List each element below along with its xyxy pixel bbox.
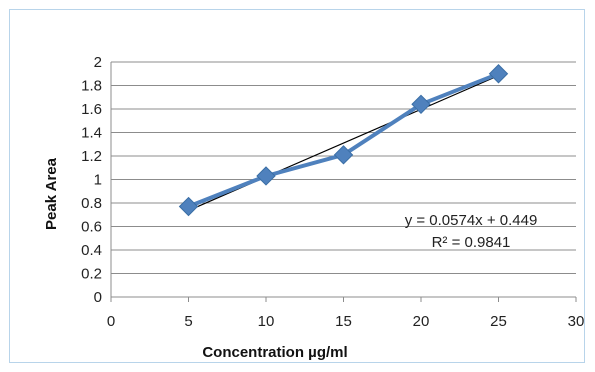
chart-frame: 0 0.2 0.4 0.6 0.8 1 1.2 1.4 1.6 1.8 2 0 5 10 15 20 25 30… bbox=[9, 9, 585, 363]
axes bbox=[110, 62, 577, 302]
y-tick-label: 1.6 bbox=[81, 101, 102, 118]
x-tick-label: 20 bbox=[413, 313, 430, 330]
trendline-equation: y = 0.0574x + 0.449 bbox=[405, 212, 538, 229]
y-tick-label: 0.2 bbox=[81, 266, 102, 283]
series-group bbox=[178, 64, 509, 217]
data-point-marker bbox=[333, 145, 354, 165]
x-axis-title: Concentration µg/ml bbox=[202, 344, 347, 361]
y-tick-labels: 0 0.2 0.4 0.6 0.8 1 1.2 1.4 1.6 1.8 2 bbox=[81, 54, 102, 306]
trendline-r-squared: R² = 0.9841 bbox=[432, 234, 511, 251]
y-tick-label: 0.4 bbox=[81, 242, 102, 259]
y-tick-label: 2 bbox=[94, 54, 102, 71]
y-tick-label: 0.8 bbox=[81, 195, 102, 212]
x-tick-labels: 0 5 10 15 20 25 30 bbox=[107, 313, 585, 330]
y-tick-label: 0.6 bbox=[81, 219, 102, 236]
y-tick-label: 1 bbox=[94, 172, 102, 189]
y-tick-label: 1.8 bbox=[81, 78, 102, 95]
data-point-marker bbox=[488, 64, 509, 84]
series-line bbox=[187, 71, 500, 209]
x-tick-label: 30 bbox=[568, 313, 585, 330]
x-tick-label: 5 bbox=[184, 313, 192, 330]
calibration-chart: 0 0.2 0.4 0.6 0.8 1 1.2 1.4 1.6 1.8 2 0 5 10 15 20 25 30… bbox=[43, 54, 585, 361]
x-tick-label: 10 bbox=[258, 313, 275, 330]
data-point-marker bbox=[411, 94, 431, 115]
y-axis-title: Peak Area bbox=[43, 157, 60, 230]
x-tick-label: 0 bbox=[107, 313, 115, 330]
data-point-marker bbox=[178, 196, 199, 217]
y-tick-label: 1.4 bbox=[81, 125, 102, 142]
x-tick-label: 25 bbox=[490, 313, 507, 330]
y-tick-label: 0 bbox=[94, 289, 102, 306]
x-tick-label: 15 bbox=[335, 313, 352, 330]
data-point-marker bbox=[256, 166, 276, 186]
y-tick-label: 1.2 bbox=[81, 148, 102, 165]
